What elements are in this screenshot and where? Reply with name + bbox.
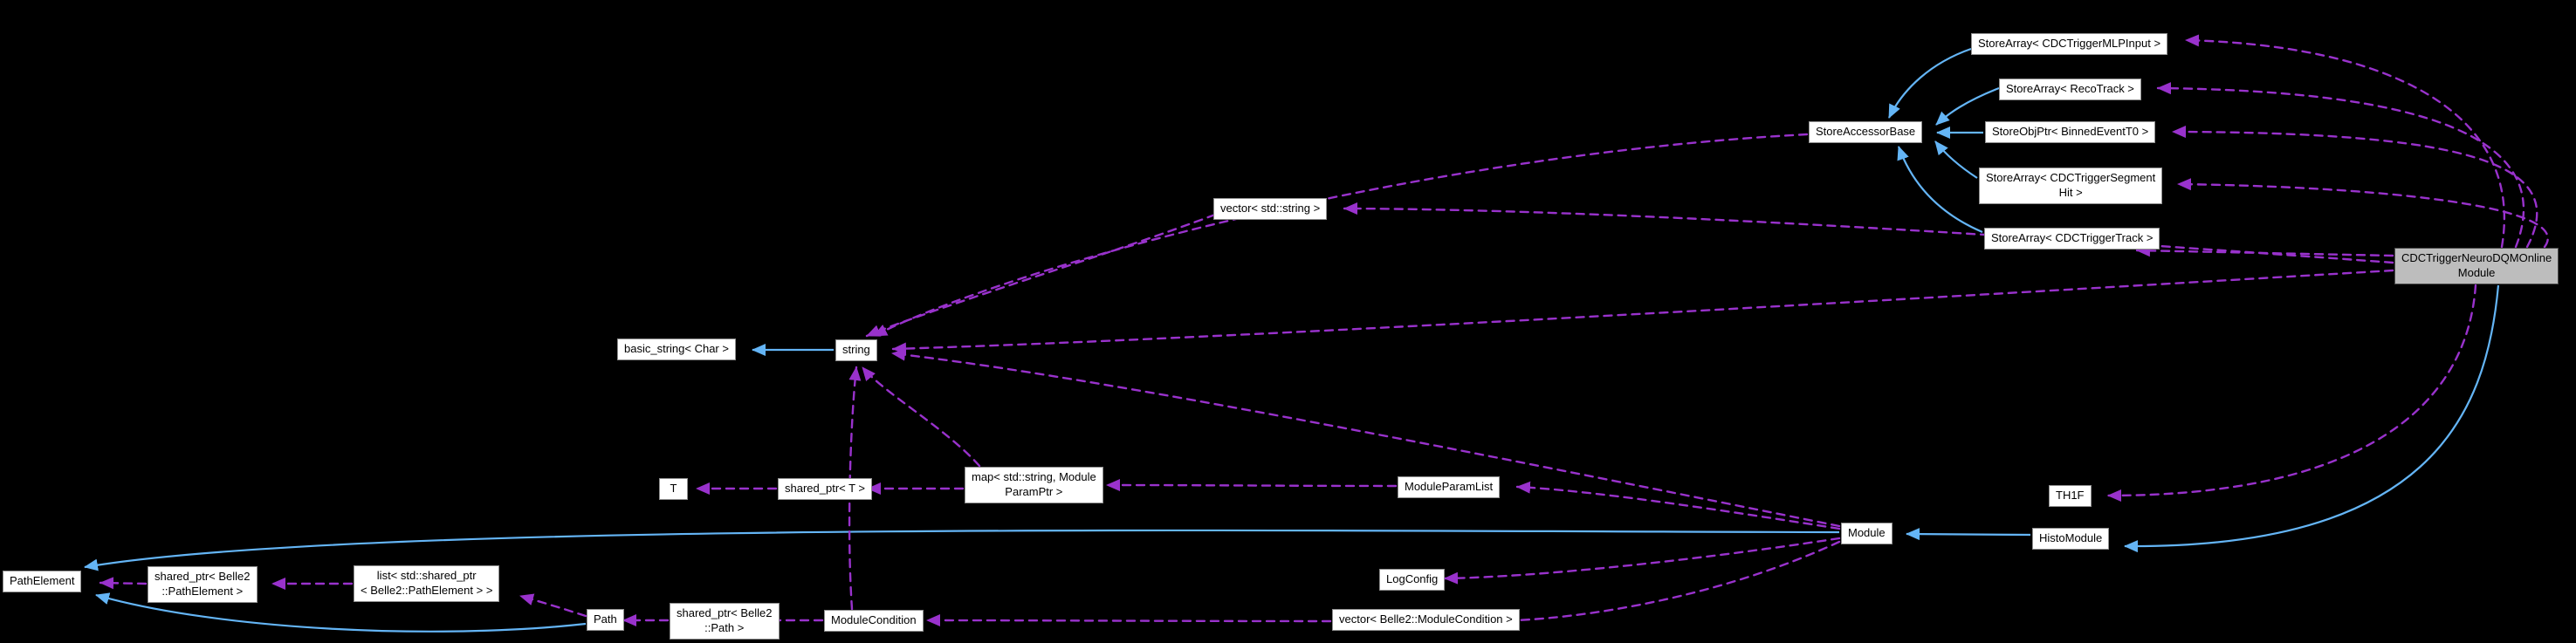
- node-sharedptr-belle2-path[interactable]: shared_ptr< Belle2 ::Path >: [670, 603, 780, 640]
- node-path[interactable]: Path: [587, 609, 624, 631]
- node-vector-belle2-modulecondition[interactable]: vector< Belle2::ModuleCondition >: [1332, 609, 1520, 631]
- node-th1f[interactable]: TH1F: [2049, 485, 2092, 507]
- edge-sharedptrpathelement-to-pathelement: [99, 577, 148, 590]
- edge-mainmodule-to-histomodule: [2124, 284, 2500, 553]
- edge-mlpinput-array-to-storeaccessorbase: [1888, 47, 1972, 119]
- node-storearray-cdctriggertrack[interactable]: StoreArray< CDCTriggerTrack >: [1984, 228, 2160, 250]
- edge-path-to-pathelementlist: [519, 593, 587, 618]
- edge-module-to-pathelement: [84, 529, 1840, 571]
- node-list-sharedptr-belle2-pathelement[interactable]: list< std::shared_ptr < Belle2::PathElem…: [354, 565, 500, 602]
- node-storearray-cdctriggermlpinput[interactable]: StoreArray< CDCTriggerMLPInput >: [1971, 33, 2168, 55]
- edge-storeaccessorbase-to-string: [872, 133, 1809, 338]
- edge-histomodule-to-module: [1906, 528, 2031, 541]
- edge-moduleconditionvector-to-modulecondition: [925, 614, 1332, 627]
- edge-module-to-moduleconditionvector: [1487, 540, 1841, 627]
- edge-moduleparamlist-to-parammap: [1105, 479, 1398, 492]
- edge-mainmodule-to-binnedeventt0-ptr: [2171, 126, 2538, 249]
- edge-module-to-logconfig: [1443, 537, 1841, 585]
- edge-mainmodule-to-mlpinput-array: [2184, 34, 2506, 249]
- edge-stringvector-to-string: [865, 213, 1217, 338]
- node-module[interactable]: Module: [1841, 523, 1893, 544]
- edge-segmenthit-array-to-storeaccessorbase: [1934, 140, 1978, 179]
- node-storearray-recotrack[interactable]: StoreArray< RecoTrack >: [1999, 79, 2141, 100]
- edge-mainmodule-to-stringvector: [1343, 202, 2394, 264]
- node-storeaccessorbase[interactable]: StoreAccessorBase: [1809, 121, 1923, 143]
- node-t[interactable]: T: [659, 478, 688, 500]
- node-moduleparamlist[interactable]: ModuleParamList: [1398, 476, 1501, 498]
- edge-triggertrack-array-to-storeaccessorbase: [1897, 146, 1983, 234]
- node-storeobjptr-binnedeventt0[interactable]: StoreObjPtr< BinnedEventT0 >: [1985, 121, 2156, 143]
- node-modulecondition[interactable]: ModuleCondition: [824, 610, 924, 632]
- node-basicstring-char[interactable]: basic_string< Char >: [617, 339, 736, 360]
- node-vector-stdstring[interactable]: vector< std::string >: [1213, 198, 1328, 220]
- edge-recotrack-array-to-storeaccessorbase: [1935, 86, 2000, 126]
- edge-mainmodule-to-th1f: [2106, 284, 2477, 502]
- edge-mainmodule-to-string: [891, 269, 2394, 355]
- node-histomodule[interactable]: HistoModule: [2032, 528, 2110, 550]
- node-pathelement[interactable]: PathElement: [3, 571, 82, 592]
- edge-module-to-moduleparamlist: [1515, 481, 1841, 530]
- edge-parammap-to-string: [861, 366, 981, 468]
- edge-mainmodule-to-segmenthit-array: [2176, 178, 2549, 249]
- edge-mainmodule-to-recotrack-array: [2156, 82, 2525, 249]
- node-sharedptr-t[interactable]: shared_ptr< T >: [778, 478, 873, 500]
- node-cdctriggerneurodqmonlinemodule-current: CDCTriggerNeuroDQMOnline Module: [2394, 248, 2559, 284]
- node-logconfig[interactable]: LogConfig: [1379, 569, 1446, 591]
- node-map-stdstring-moduleparamptr[interactable]: map< std::string, Module ParamPtr >: [965, 467, 1103, 503]
- edge-path-to-pathelement: [95, 592, 587, 633]
- node-sharedptr-belle2-pathelement[interactable]: shared_ptr< Belle2 ::PathElement >: [148, 566, 258, 603]
- node-storearray-cdctriggersegmenthit[interactable]: StoreArray< CDCTriggerSegment Hit >: [1979, 168, 2163, 204]
- node-string[interactable]: string: [835, 339, 877, 361]
- edge-module-to-string: [890, 348, 1841, 528]
